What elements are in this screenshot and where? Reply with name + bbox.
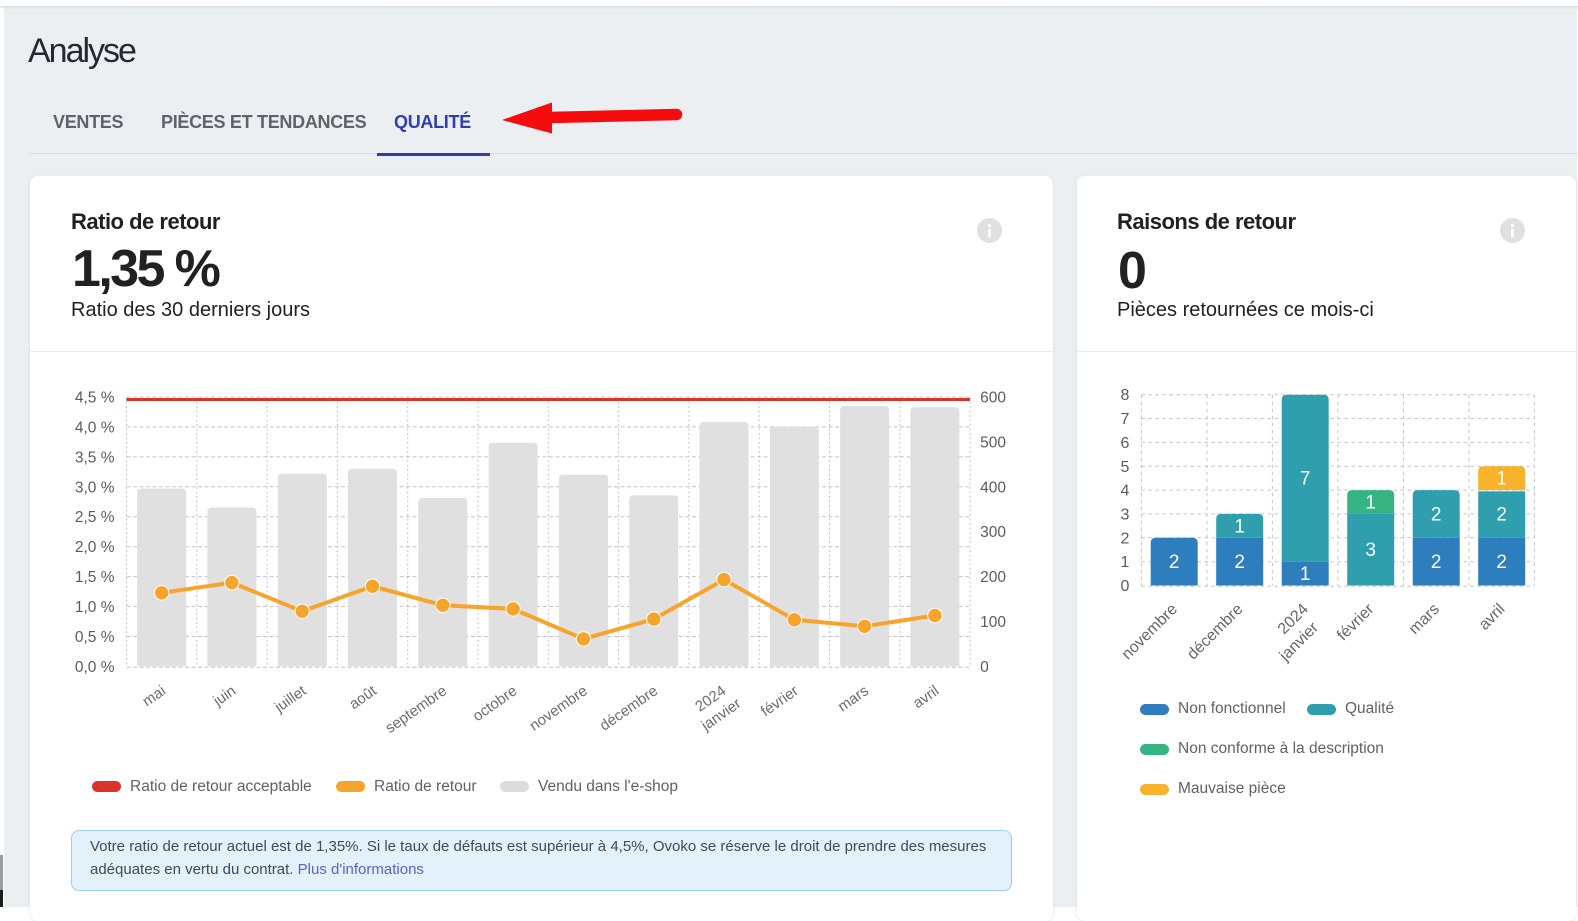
svg-text:juillet: juillet [271,682,310,717]
svg-text:3,0 %: 3,0 % [75,479,115,496]
svg-text:0,0 %: 0,0 % [75,659,115,676]
svg-text:0: 0 [980,659,989,676]
svg-text:8: 8 [1120,387,1129,404]
svg-text:4,5 %: 4,5 % [75,390,115,407]
svg-text:2,0 %: 2,0 % [75,539,115,556]
svg-text:100: 100 [980,614,1006,631]
svg-text:0,5 %: 0,5 % [75,629,115,646]
svg-text:1: 1 [1300,564,1311,585]
svg-text:1: 1 [1496,469,1507,490]
svg-text:3: 3 [1120,506,1129,523]
svg-text:5: 5 [1120,459,1129,476]
svg-text:500: 500 [980,434,1006,451]
svg-text:400: 400 [980,479,1006,496]
svg-text:300: 300 [980,524,1006,541]
svg-text:novembre: novembre [526,682,590,734]
svg-text:avril: avril [1476,601,1509,634]
svg-text:600: 600 [980,390,1006,407]
svg-text:décembre: décembre [597,682,661,734]
svg-text:7: 7 [1300,469,1311,490]
svg-text:1: 1 [1365,493,1376,514]
svg-text:mai: mai [139,682,169,710]
svg-text:2: 2 [1431,552,1442,573]
svg-text:3,5 %: 3,5 % [75,449,115,466]
svg-text:1,5 %: 1,5 % [75,569,115,586]
svg-text:1: 1 [1234,516,1245,537]
svg-text:7: 7 [1120,411,1129,428]
svg-text:0: 0 [1120,578,1129,595]
svg-text:4: 4 [1120,483,1129,500]
svg-text:mars: mars [835,682,872,715]
svg-text:2: 2 [1496,552,1507,573]
svg-text:200: 200 [980,569,1006,586]
svg-text:3: 3 [1365,540,1376,561]
svg-text:février: février [1334,600,1378,644]
svg-text:2: 2 [1234,552,1245,573]
svg-text:novembre: novembre [1119,601,1181,663]
svg-text:février: février [758,682,802,720]
svg-text:2: 2 [1496,504,1507,525]
svg-text:2: 2 [1431,504,1442,525]
svg-text:mars: mars [1406,601,1443,638]
svg-text:4,0 %: 4,0 % [75,419,115,436]
svg-text:décembre: décembre [1184,601,1246,663]
svg-text:6: 6 [1120,435,1129,452]
svg-text:2,5 %: 2,5 % [75,509,115,526]
svg-text:2: 2 [1169,552,1180,573]
svg-text:août: août [346,682,380,713]
svg-text:septembre: septembre [382,682,450,737]
svg-text:octobre: octobre [470,682,521,725]
svg-text:avril: avril [910,682,942,712]
svg-text:1,0 %: 1,0 % [75,599,115,616]
svg-text:1: 1 [1120,554,1129,571]
svg-text:juin: juin [209,682,239,710]
svg-text:2: 2 [1120,530,1129,547]
